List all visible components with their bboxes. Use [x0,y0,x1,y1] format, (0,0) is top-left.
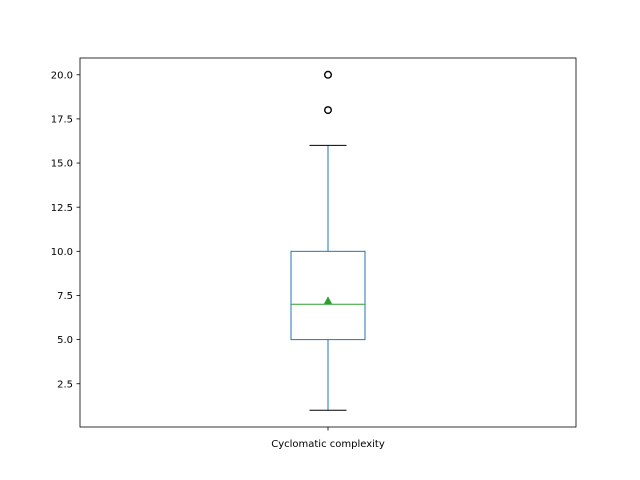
y-tick-label: 7.5 [57,291,73,302]
y-tick-label: 17.5 [51,115,73,126]
box-group [290,70,366,411]
y-tick-label: 2.5 [57,379,73,390]
y-tick-label: 12.5 [51,203,73,214]
box-item [290,70,366,411]
outlier-point [324,106,333,115]
x-tick-label: Cyclomatic complexity [271,439,385,450]
iqr-box [290,250,366,341]
y-axis: 2.5 5.0 7.5 10.0 12.5 15.0 17.5 20.0 [51,70,80,390]
y-tick-label: 15.0 [51,159,73,170]
x-axis: Cyclomatic complexity [271,427,385,450]
mean-marker [323,296,333,305]
y-tick-label: 20.0 [51,70,73,81]
y-tick-label: 10.0 [51,247,73,258]
outlier-point [324,70,333,79]
y-tick-label: 5.0 [57,335,73,346]
